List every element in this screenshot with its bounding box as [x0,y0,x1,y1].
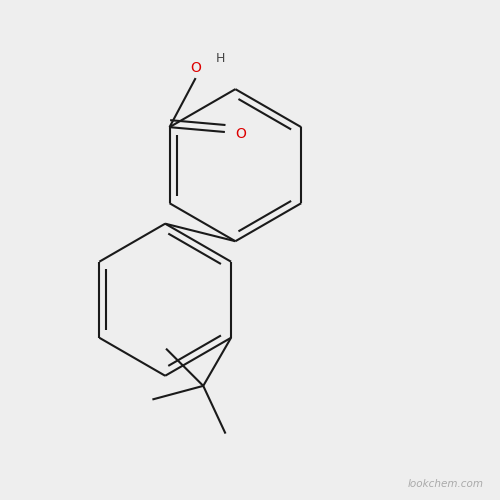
Text: O: O [236,127,246,141]
Text: O: O [190,61,201,75]
Text: lookchem.com: lookchem.com [408,478,484,488]
Text: H: H [216,52,225,65]
